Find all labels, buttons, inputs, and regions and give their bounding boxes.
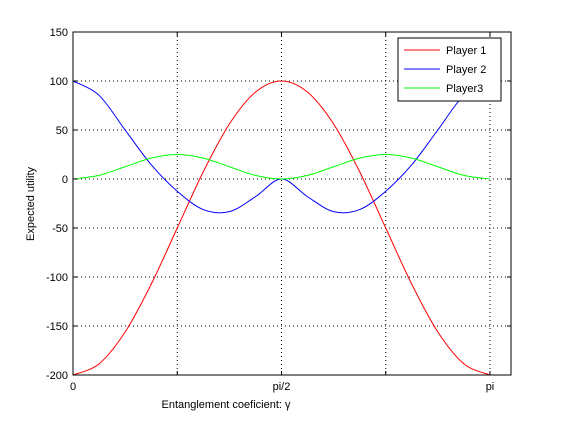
series-line-player3 (72, 153, 491, 180)
axis-ticks: 0 pi/2 pi -200 -150 -100 -50 0 50 100 150 (46, 27, 511, 393)
y-axis-label: Expected utility (25, 167, 37, 241)
x-tick-label-2: pi (486, 381, 495, 393)
y-tick-label-5: 50 (56, 125, 68, 137)
y-tick-label-2: -100 (46, 272, 68, 284)
y-tick-label-7: 150 (50, 27, 68, 39)
y-tick-label-6: 100 (50, 76, 68, 88)
legend: Player 1 Player 2 Player3 (397, 37, 502, 102)
legend-label-1: Player 2 (446, 64, 486, 76)
y-tick-label-3: -50 (52, 223, 68, 235)
series-line-player-1 (72, 80, 491, 376)
y-tick-label-1: -150 (46, 321, 68, 333)
x-tick-label-1: pi/2 (273, 381, 291, 393)
series-lines (72, 80, 491, 376)
x-tick-label-0: 0 (70, 381, 76, 393)
y-tick-label-0: -200 (46, 370, 68, 382)
x-axis-label: Entanglement coeficient: γ (161, 399, 291, 411)
y-tick-label-4: 0 (62, 174, 68, 186)
plot-frame (72, 31, 512, 376)
grid-lines (73, 32, 511, 375)
legend-label-2: Player3 (446, 83, 483, 95)
legend-label-0: Player 1 (446, 45, 486, 57)
